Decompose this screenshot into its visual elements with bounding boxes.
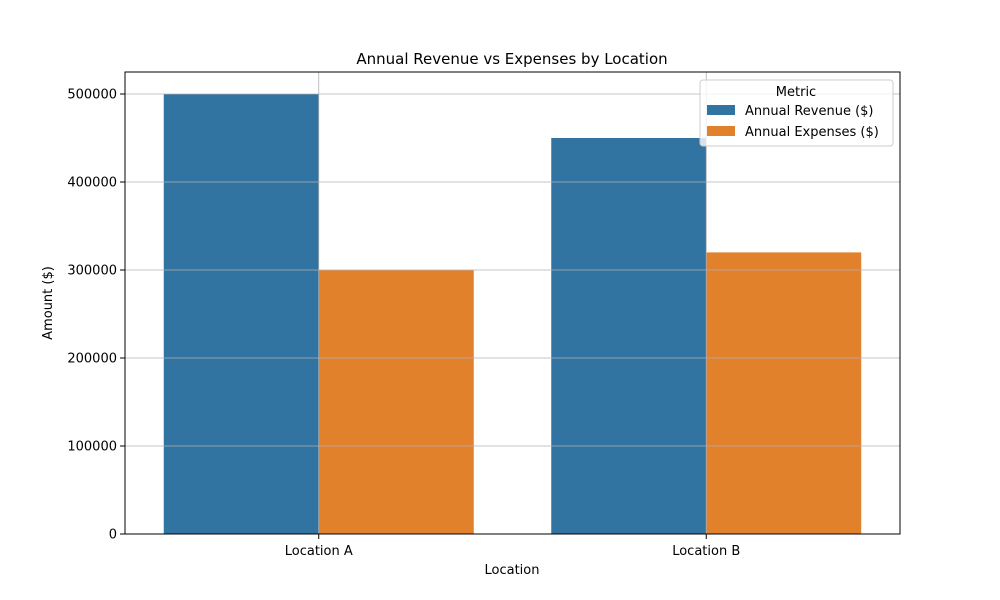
legend-box [699,79,894,147]
bar [551,138,707,534]
bar [163,94,319,534]
legend-entry: Annual Expenses ($) [745,125,879,140]
legend-swatch [707,105,735,115]
x-axis-label: Location [485,563,540,578]
y-tick-label: 0 [109,528,117,543]
y-tick-label: 400000 [67,176,117,191]
y-axis-label: Amount ($) [41,266,56,340]
x-tick-label: Location A [285,544,353,559]
y-tick-label: 500000 [67,88,117,103]
legend-title: Metric [776,85,816,100]
legend: Metric Annual Revenue ($) Annual Expenses… [699,79,894,147]
plot-frame [124,71,901,535]
bar [318,270,474,534]
bar [706,252,862,534]
axes: 0 100000 200000 300000 400000 500000 Location … [67,71,901,559]
x-tick-label: Location B [672,544,740,559]
legend-swatch [707,126,735,136]
bars [163,94,862,534]
y-tick-label: 200000 [67,352,117,367]
y-tick-label: 300000 [67,264,117,279]
y-tick-label: 100000 [67,440,117,455]
chart-title: Annual Revenue vs Expenses by Location [356,50,667,68]
legend-entry: Annual Revenue ($) [745,104,873,119]
